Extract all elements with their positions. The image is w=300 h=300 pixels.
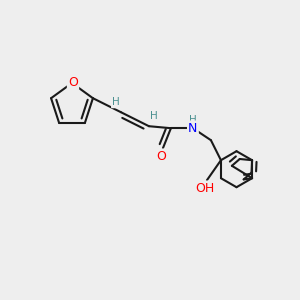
Text: H: H (189, 115, 197, 125)
Text: N: N (188, 122, 198, 135)
Text: OH: OH (195, 182, 214, 195)
Text: O: O (156, 150, 166, 163)
Text: H: H (150, 111, 158, 121)
Text: O: O (68, 76, 78, 89)
Text: H: H (112, 97, 120, 107)
